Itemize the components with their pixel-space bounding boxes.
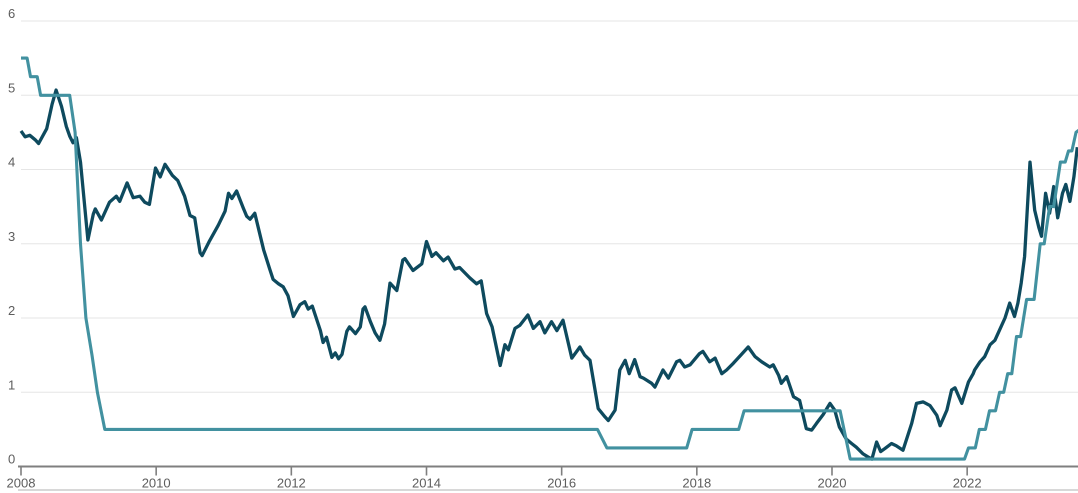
y-axis-label: 6 — [8, 6, 15, 21]
y-axis-label: 4 — [8, 155, 15, 170]
y-axis-label: 2 — [8, 303, 15, 318]
x-axis-label: 2016 — [547, 476, 576, 491]
x-axis-label: 2008 — [7, 476, 36, 491]
y-axis-label: 0 — [8, 452, 15, 467]
y-axis-label: 1 — [8, 377, 15, 392]
teal-step-line-path — [21, 56, 1078, 461]
y-axis-label: 5 — [8, 80, 15, 95]
x-axis-label: 2022 — [953, 476, 982, 491]
x-axis-label: 2020 — [818, 476, 847, 491]
x-axis-label: 2012 — [277, 476, 306, 491]
x-axis-label: 2010 — [142, 476, 171, 491]
x-axis-label: 2018 — [682, 476, 711, 491]
dark-line-path — [19, 88, 1078, 461]
y-axis-label: 3 — [8, 229, 15, 244]
x-axis-label: 2014 — [412, 476, 441, 491]
